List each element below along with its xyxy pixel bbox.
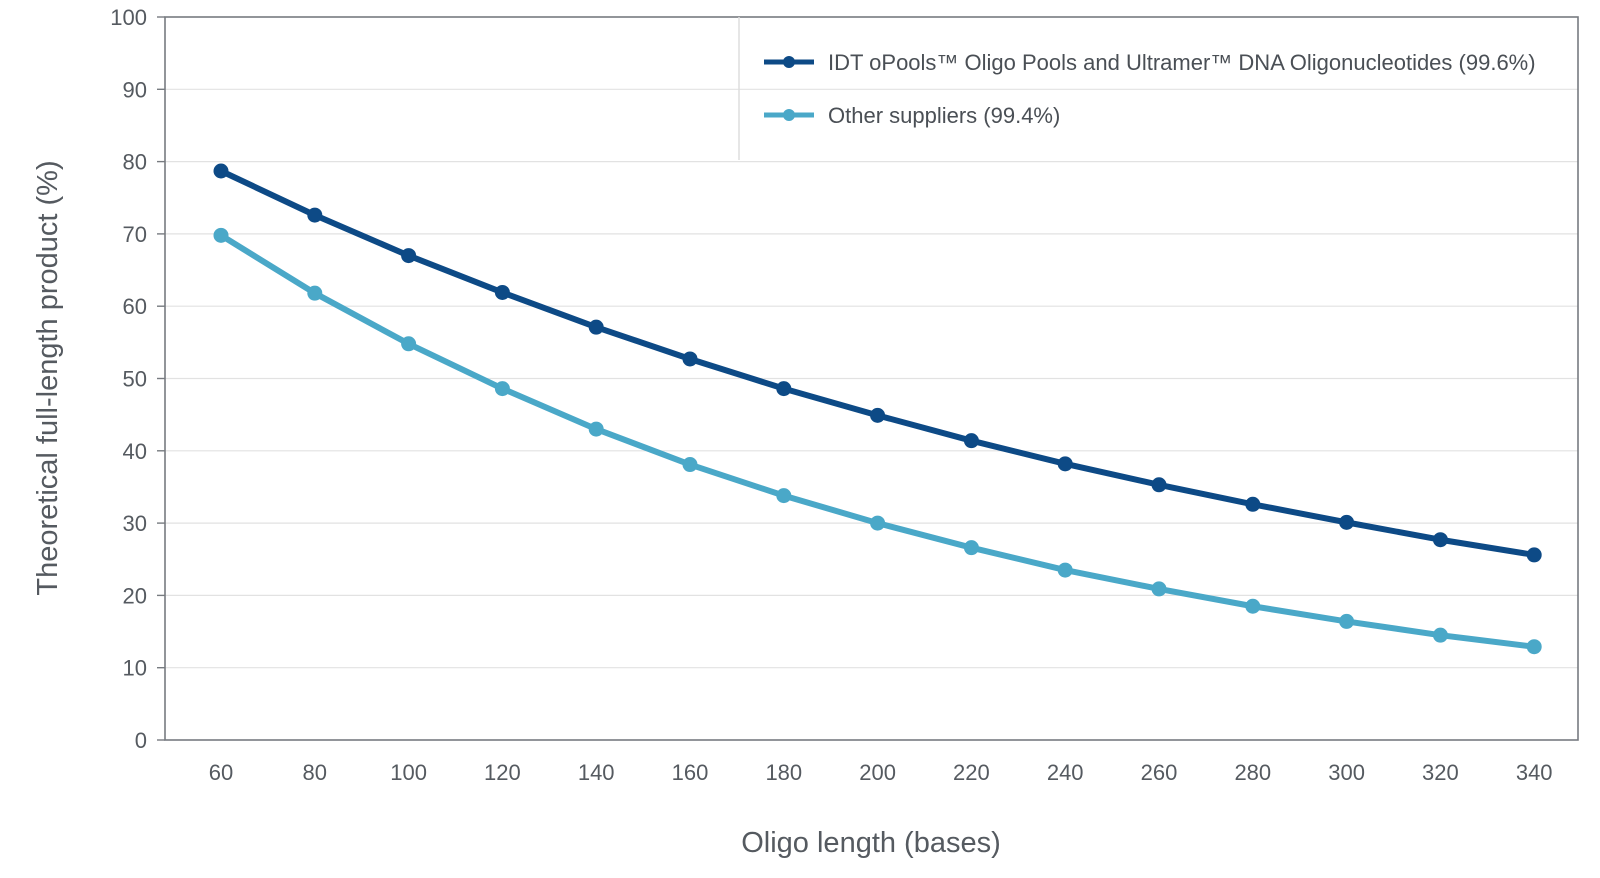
y-tick-label: 50	[123, 367, 147, 392]
data-point	[1245, 496, 1261, 512]
x-tick-label: 300	[1328, 760, 1365, 785]
data-point	[1432, 532, 1448, 548]
y-axis-title: Theoretical full-length product (%)	[32, 160, 64, 595]
data-point	[588, 319, 604, 335]
data-point	[401, 248, 417, 264]
data-point	[776, 381, 792, 397]
gridlines	[165, 88, 1578, 669]
data-point	[1432, 627, 1448, 643]
y-tick-label: 30	[123, 511, 147, 536]
y-tick-label: 10	[123, 656, 147, 681]
data-point	[963, 433, 979, 449]
series-layer	[213, 163, 1542, 655]
y-tick-label: 40	[123, 439, 147, 464]
data-point	[1526, 639, 1542, 655]
legend-label-other: Other suppliers (99.4%)	[828, 103, 1060, 128]
x-tick-label: 120	[484, 760, 521, 785]
data-point	[1151, 581, 1167, 597]
legend-marker-idt	[783, 56, 795, 68]
x-tick-label: 260	[1141, 760, 1178, 785]
data-point	[1245, 598, 1261, 614]
y-tick-label: 80	[123, 150, 147, 175]
data-point	[401, 336, 417, 352]
x-axis-title: Oligo length (bases)	[741, 827, 1001, 859]
data-point	[776, 488, 792, 504]
x-tick-label: 340	[1516, 760, 1553, 785]
data-point	[963, 540, 979, 556]
data-point	[1057, 456, 1073, 472]
data-point	[588, 421, 604, 437]
series-other-suppliers	[213, 227, 1542, 655]
series-line	[218, 167, 1538, 558]
data-point	[307, 285, 323, 301]
plot-frame	[164, 16, 1579, 741]
legend-marker-other	[783, 109, 795, 121]
y-tick-label: 20	[123, 583, 147, 608]
y-tick-label: 70	[123, 222, 147, 247]
x-tick-label: 220	[953, 760, 990, 785]
x-tick-label: 240	[1047, 760, 1084, 785]
x-tick-label: 80	[303, 760, 327, 785]
data-point	[682, 351, 698, 367]
x-tick-label: 200	[859, 760, 896, 785]
data-point	[682, 457, 698, 473]
y-tick-label: 100	[110, 5, 147, 30]
x-tick-label: 160	[672, 760, 709, 785]
y-tick-label: 0	[135, 728, 147, 753]
y-axis-ticks: 0 10 20 30 40 50 60 70 80 90 100	[110, 5, 165, 753]
legend-item-idt: IDT oPools™ Oligo Pools and Ultramer™ DN…	[764, 50, 1536, 75]
x-tick-label: 140	[578, 760, 615, 785]
data-point	[1151, 477, 1167, 493]
data-point	[307, 207, 323, 223]
y-tick-label: 60	[123, 294, 147, 319]
legend: IDT oPools™ Oligo Pools and Ultramer™ DN…	[738, 17, 1536, 160]
x-tick-label: 100	[390, 760, 427, 785]
data-point	[870, 407, 886, 423]
y-tick-label: 90	[123, 77, 147, 102]
data-point	[494, 381, 510, 397]
data-point	[1339, 514, 1355, 530]
series-idt	[213, 163, 1542, 563]
legend-item-other: Other suppliers (99.4%)	[764, 103, 1060, 128]
x-tick-label: 320	[1422, 760, 1459, 785]
data-point	[1057, 562, 1073, 578]
data-point	[213, 227, 229, 243]
data-point	[213, 163, 229, 179]
data-point	[1526, 547, 1542, 563]
data-point	[494, 284, 510, 300]
x-axis-ticks: 60 80 100 120 140 160 180 200 220 240 260 280 300 320…	[209, 760, 1553, 785]
x-tick-label: 60	[209, 760, 233, 785]
legend-label-idt: IDT oPools™ Oligo Pools and Ultramer™ DN…	[828, 50, 1536, 75]
series-line	[218, 232, 1538, 650]
x-tick-label: 280	[1234, 760, 1271, 785]
data-point	[1339, 613, 1355, 629]
data-point	[870, 515, 886, 531]
x-tick-label: 180	[765, 760, 802, 785]
